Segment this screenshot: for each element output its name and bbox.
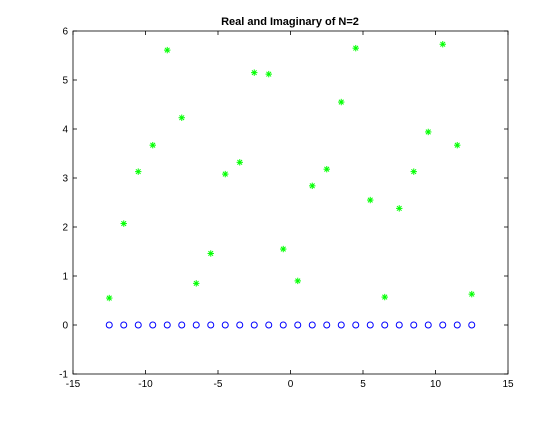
y-tick-label: 1 [62,272,68,283]
circle-point [149,321,157,329]
circle-point [279,321,287,329]
y-tick-label: 4 [62,125,68,136]
circle-point [250,321,258,329]
circle-point [105,321,113,329]
asterisk-point [425,128,432,136]
x-tick-label: -15 [66,379,81,390]
asterisk-point [468,290,475,298]
asterisk-point [280,245,287,253]
circle-point [468,321,476,329]
y-tick-label: 3 [62,174,68,185]
asterisk-point [454,141,461,149]
asterisk-point [439,41,446,48]
circle-point [453,321,461,329]
asterisk-point [164,46,171,54]
asterisk-point [265,70,272,78]
asterisk-point [207,250,214,257]
asterisk-point [323,165,330,173]
asterisk-point [381,293,388,301]
data-marks [105,41,476,329]
asterisk-point [309,182,316,190]
x-tick-label: 10 [430,379,442,390]
asterisk-point [193,280,200,287]
circle-point [265,321,273,329]
asterisk-point [251,69,258,76]
circle-point [134,321,142,329]
circle-point [163,321,171,329]
axes-box [72,30,509,375]
circle-point [207,321,215,329]
circle-point [395,321,403,329]
circle-point [120,321,128,329]
asterisk-point [367,196,374,204]
x-tick-label: -10 [138,379,153,390]
circle-point [352,321,360,329]
circle-point [221,321,229,329]
circle-point [439,321,447,329]
circle-point [410,321,418,329]
circle-point [308,321,316,329]
asterisk-point [120,220,127,227]
circle-point [381,321,389,329]
circle-point [323,321,331,329]
asterisk-point [396,205,403,212]
asterisk-point [106,294,113,302]
chart-title: Real and Imaginary of N=2 [221,16,359,28]
x-tick-label: 0 [288,379,294,390]
asterisk-point [294,277,301,285]
circle-point [178,321,186,329]
y-tick-label: 6 [62,27,68,38]
plot-area [73,31,508,374]
y-tick-label: 5 [62,76,68,87]
circle-point [236,321,244,329]
x-tick-label: 5 [360,379,366,390]
asterisk-point [222,170,229,178]
y-tick-label: 0 [62,321,68,332]
y-tick-label: 2 [62,223,68,234]
circle-point [337,321,345,329]
asterisk-point [135,168,142,175]
asterisk-point [178,114,185,121]
x-tick-label: 15 [502,379,514,390]
circle-point [192,321,200,329]
asterisk-point [410,168,417,175]
circle-point [424,321,432,329]
asterisk-point [149,141,156,149]
circle-point [366,321,374,329]
circle-point [294,321,302,329]
asterisk-point [236,159,243,166]
asterisk-point [338,98,345,106]
x-tick-label: -5 [214,379,223,390]
asterisk-point [352,44,359,52]
y-tick-label: -1 [59,370,68,381]
